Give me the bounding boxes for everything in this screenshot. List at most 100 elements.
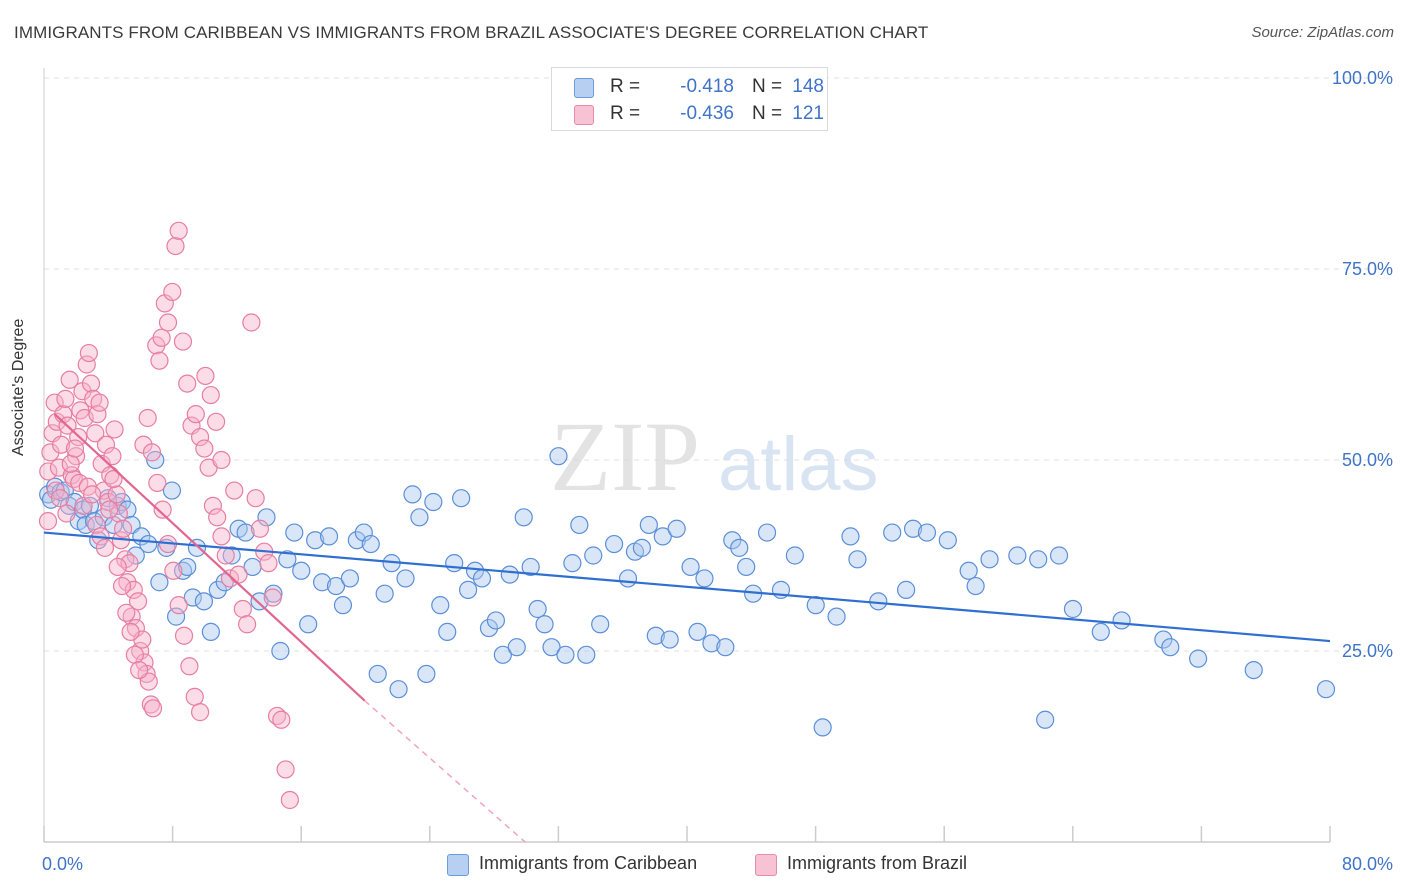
data-point <box>246 489 265 508</box>
data-point <box>178 557 197 577</box>
data-point <box>117 603 136 622</box>
data-point <box>195 439 214 458</box>
data-point <box>212 450 231 470</box>
data-point <box>95 538 115 557</box>
data-point <box>169 596 188 615</box>
data-point <box>83 485 102 504</box>
data-point <box>107 485 126 504</box>
data-point <box>190 703 210 722</box>
data-point <box>1036 710 1055 729</box>
data-point <box>326 576 346 596</box>
data-point <box>150 351 169 370</box>
data-point <box>1244 660 1263 680</box>
data-point <box>121 622 140 642</box>
trend-lines <box>43 413 1331 843</box>
data-point <box>153 500 172 519</box>
data-point <box>280 790 299 810</box>
data-point <box>1008 546 1027 565</box>
data-point <box>150 573 169 592</box>
data-point <box>730 538 749 557</box>
data-point <box>688 622 707 642</box>
series-caribbean-points <box>39 447 1336 737</box>
data-point <box>207 412 226 431</box>
data-point <box>1161 638 1180 657</box>
data-point <box>162 481 182 500</box>
data-point <box>1049 546 1069 565</box>
legend-swatch-brazil <box>755 854 777 876</box>
data-point <box>271 641 290 661</box>
data-point <box>201 622 220 642</box>
data-point <box>196 366 215 386</box>
data-point <box>112 576 132 596</box>
data-point <box>410 508 429 527</box>
data-point <box>570 515 589 535</box>
data-point <box>139 534 158 554</box>
data-point <box>163 282 182 302</box>
data-point <box>514 508 533 527</box>
data-point <box>142 443 162 462</box>
data-point <box>194 592 214 611</box>
data-point <box>257 508 276 527</box>
trend-line-brazil <box>53 413 366 702</box>
data-point <box>220 569 240 588</box>
x-tick-label: 0.0% <box>42 854 83 874</box>
y-tick-label: 100.0% <box>1332 68 1393 88</box>
data-point <box>403 485 422 504</box>
data-point <box>438 622 457 642</box>
data-point <box>486 611 506 630</box>
series-brazil-points <box>38 221 299 810</box>
data-point <box>361 534 380 554</box>
data-point <box>180 657 199 676</box>
data-point <box>827 607 846 626</box>
data-point <box>208 580 227 599</box>
data-point <box>848 550 867 569</box>
data-point <box>312 573 332 592</box>
data-point <box>917 523 937 542</box>
data-point <box>507 638 526 657</box>
correlation-legend: R = -0.418 N = 148 R = -0.436 N = 121 <box>551 67 828 131</box>
data-point <box>723 531 742 550</box>
data-point <box>225 481 244 500</box>
data-point <box>88 405 107 424</box>
data-point <box>396 569 415 588</box>
legend-n-value: 121 <box>792 103 824 124</box>
data-point <box>389 680 408 699</box>
data-point <box>70 473 89 493</box>
data-point <box>354 523 373 542</box>
data-point <box>333 596 353 615</box>
legend-r-value: -0.418 <box>680 76 734 97</box>
data-point <box>79 343 98 363</box>
legend-swatch-caribbean <box>447 854 469 876</box>
data-point <box>190 427 210 447</box>
data-point <box>81 374 101 393</box>
data-point <box>38 512 58 531</box>
data-point <box>1029 550 1048 569</box>
data-point <box>528 599 547 619</box>
data-point <box>285 523 304 542</box>
data-point <box>535 615 554 634</box>
data-point <box>87 515 106 535</box>
data-point <box>757 523 777 542</box>
data-point <box>77 355 96 374</box>
data-point <box>737 557 756 577</box>
data-point <box>50 489 70 508</box>
data-point <box>263 588 282 607</box>
chart-title: IMMIGRANTS FROM CARIBBEAN VS IMMIGRANTS … <box>14 23 929 42</box>
data-point <box>549 447 568 466</box>
data-point <box>445 554 464 573</box>
data-point <box>966 576 985 596</box>
data-point <box>100 500 119 519</box>
data-point <box>458 580 478 599</box>
data-point <box>216 546 235 565</box>
data-point <box>542 638 561 657</box>
data-point <box>174 626 194 645</box>
data-point <box>938 531 957 550</box>
data-point <box>681 557 700 577</box>
data-point <box>646 626 665 645</box>
data-point <box>185 687 204 706</box>
data-point <box>238 615 257 634</box>
data-point <box>173 332 193 351</box>
data-point <box>431 596 450 615</box>
data-point <box>86 424 105 443</box>
